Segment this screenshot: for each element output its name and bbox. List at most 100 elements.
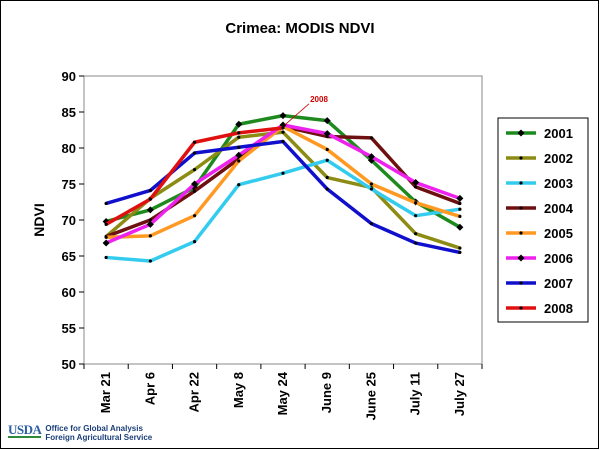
legend-marker-2002 (519, 156, 523, 160)
x-tick-label: Apr 6 (142, 372, 157, 405)
legend-label-2007: 2007 (544, 276, 573, 291)
usda-logo: USDA (8, 422, 42, 438)
data-point-2005 (148, 234, 152, 238)
data-point-2008 (237, 131, 241, 135)
data-point-2001 (279, 112, 287, 120)
x-tick-label: July 27 (452, 372, 467, 416)
footer-line-2: Foreign Agricultural Service (45, 433, 153, 442)
legend-marker-2007 (519, 281, 523, 285)
data-point-2006 (102, 239, 110, 247)
footer: USDA Office for Global Analysis Foreign … (8, 422, 152, 442)
legend-marker-2005 (519, 231, 523, 235)
data-point-2003 (104, 255, 108, 260)
data-point-2003 (237, 183, 241, 187)
legend-marker-2001 (517, 129, 525, 137)
data-point-2001 (235, 120, 243, 128)
data-point-2003 (148, 259, 152, 263)
y-tick-label: 70 (62, 213, 76, 228)
data-point-2008 (148, 197, 152, 201)
data-point-2001 (323, 117, 331, 125)
data-point-2003 (192, 240, 197, 244)
series-line-2007 (105, 139, 461, 255)
data-point-2004 (414, 185, 418, 189)
footer-line-1: Office for Global Analysis (45, 424, 143, 433)
footer-text: Office for Global Analysis Foreign Agric… (45, 424, 152, 442)
series-group (102, 112, 464, 263)
legend-marker-2003 (519, 181, 523, 185)
chart-title: Crimea: MODIS NDVI (225, 20, 374, 37)
data-point-2007 (148, 188, 152, 193)
data-point-2006 (456, 194, 464, 202)
data-point-2005 (325, 147, 329, 152)
data-point-2005 (369, 182, 374, 186)
legend-label-2003: 2003 (544, 176, 573, 191)
data-point-2007 (104, 201, 108, 206)
data-point-2003 (458, 207, 462, 211)
data-point-2002 (414, 232, 418, 236)
data-point-2007 (281, 139, 285, 144)
data-point-2007 (369, 222, 374, 226)
y-tick-label: 80 (62, 141, 76, 156)
data-point-2005 (104, 235, 108, 239)
y-tick-label: 60 (62, 285, 76, 300)
y-tick-label: 90 (62, 69, 76, 84)
x-axis: Mar 21 Apr 6 Apr 22 May 8 May 24 June 9 June 2… (83, 364, 483, 420)
data-point-2001 (146, 206, 154, 214)
x-tick-label: June 9 (319, 372, 334, 413)
legend-label-2006: 2006 (544, 251, 573, 266)
x-tick-label: July 11 (408, 372, 423, 415)
y-tick-label: 50 (62, 357, 76, 372)
annotation-2008: 2008 (310, 95, 328, 104)
data-point-2005 (458, 214, 462, 218)
data-point-2007 (237, 145, 241, 149)
legend-label-2005: 2005 (544, 226, 573, 241)
annotation-group: 2008 (284, 95, 328, 126)
data-point-2002 (458, 246, 462, 250)
legend-label-2008: 2008 (544, 301, 573, 316)
legend (497, 117, 589, 323)
legend-marker-2004 (519, 206, 523, 210)
legend-label-2001: 2001 (544, 126, 573, 141)
y-axis-label: NDVI (31, 203, 47, 236)
data-point-2002 (237, 135, 241, 139)
annotation-pointer (284, 103, 310, 126)
data-point-2004 (458, 201, 462, 206)
data-point-2007 (458, 250, 462, 254)
data-point-2007 (325, 187, 329, 191)
y-tick-label: 65 (62, 249, 76, 264)
data-point-2002 (192, 168, 197, 172)
data-point-2003 (325, 158, 329, 162)
x-tick-label: May 24 (275, 371, 290, 415)
data-point-2003 (414, 214, 418, 218)
data-point-2005 (414, 201, 418, 205)
legend-marker-2008 (519, 306, 523, 310)
x-tick-label: Mar 21 (98, 372, 113, 413)
x-tick-label: May 8 (231, 372, 246, 408)
x-tick-label: June 25 (363, 372, 378, 420)
data-point-2002 (325, 175, 329, 180)
data-point-2004 (369, 136, 374, 140)
data-point-2006 (191, 180, 199, 188)
data-point-2006 (146, 220, 154, 228)
data-point-2005 (237, 159, 241, 163)
data-point-2004 (192, 189, 197, 193)
data-point-2006 (367, 153, 375, 161)
legend-items: 2001 2002 2003 2004 2005 2006 2007 2008 (506, 126, 574, 316)
data-point-2008 (104, 222, 108, 226)
plot-area (83, 75, 483, 365)
legend-label-2002: 2002 (544, 151, 573, 166)
data-point-2007 (414, 241, 418, 245)
y-tick-label: 85 (62, 105, 76, 120)
data-point-2007 (192, 151, 197, 155)
y-tick-label: 55 (62, 321, 76, 336)
data-point-2004 (148, 218, 152, 222)
data-point-2003 (369, 187, 374, 191)
y-tick-label: 75 (62, 177, 76, 192)
data-point-2008 (281, 126, 285, 130)
data-point-2006 (235, 151, 243, 159)
data-point-2005 (192, 214, 197, 218)
data-point-2006 (279, 121, 287, 129)
data-point-2003 (281, 171, 285, 175)
